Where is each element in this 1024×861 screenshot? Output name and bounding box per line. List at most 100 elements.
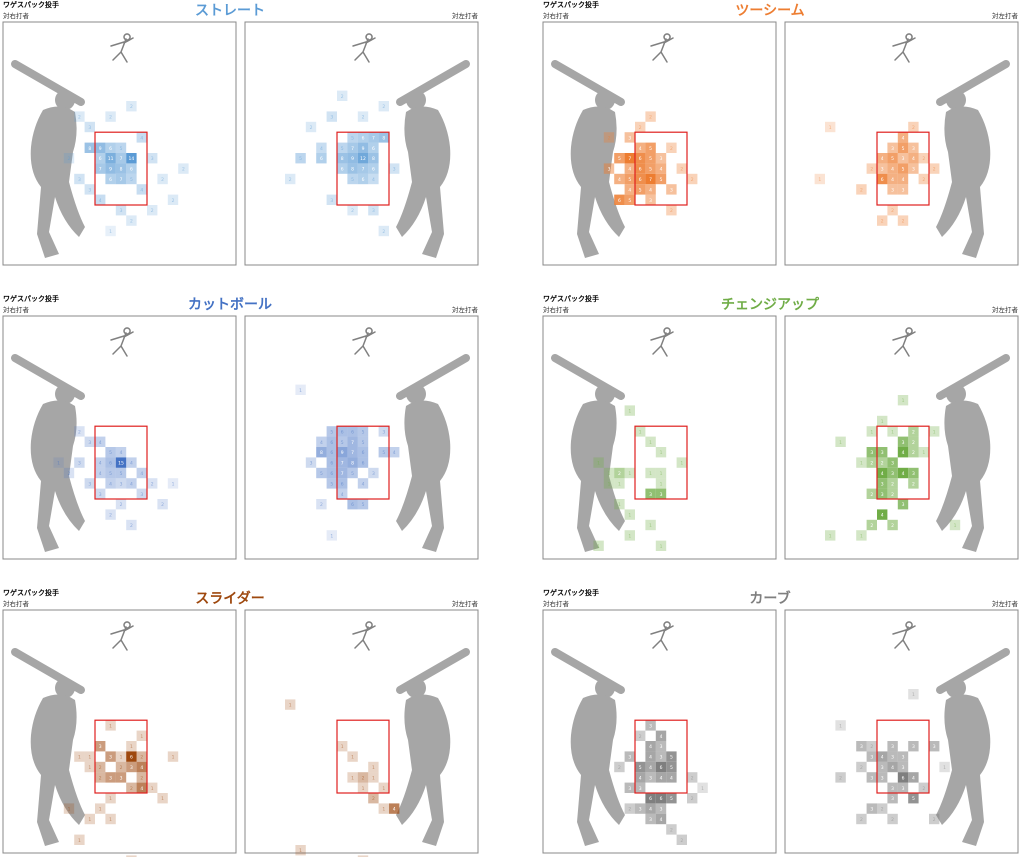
- heat-cell: [115, 173, 127, 185]
- cell-count: 6: [660, 765, 663, 771]
- side-label: 対右打者: [3, 599, 30, 608]
- heat-cell: [856, 184, 867, 195]
- heat-cell: [347, 499, 358, 510]
- cell-count: 6: [351, 502, 354, 508]
- heat-cell: [84, 436, 95, 447]
- heat-cell: [655, 153, 667, 164]
- cell-count: 6: [649, 796, 652, 802]
- body: [396, 106, 451, 258]
- heat-cell: [908, 436, 919, 447]
- side-label: 対右打者: [543, 599, 570, 608]
- heat-cell: [645, 467, 656, 479]
- heat-cell: [908, 163, 919, 174]
- cell-count: 6: [130, 167, 133, 173]
- heat-cell: [368, 173, 379, 185]
- heat-cell: [908, 121, 919, 133]
- cell-count: 1: [341, 744, 344, 750]
- panel-title: スライダー: [195, 590, 264, 607]
- cell-count: 4: [628, 167, 631, 173]
- cell-count: 5: [351, 135, 354, 141]
- cell-count: 4: [99, 198, 102, 204]
- heat-cell: [389, 447, 400, 458]
- cell-count: 1: [109, 723, 112, 729]
- cell-count: 4: [393, 807, 396, 813]
- heat-cell: [95, 153, 106, 164]
- heat-cell: [929, 813, 940, 825]
- heat-cell: [347, 426, 358, 437]
- cell-count: 1: [351, 755, 354, 761]
- cell-count: 6: [109, 146, 112, 152]
- heat-cell: [95, 488, 106, 499]
- cell-count: 8: [88, 146, 91, 152]
- cell-count: 5: [649, 156, 652, 162]
- cell-count: 5: [902, 167, 905, 173]
- heat-cell: [866, 772, 877, 783]
- heat-cell: [95, 194, 106, 205]
- heat-cell: [887, 751, 898, 762]
- heat-cell: [666, 761, 677, 773]
- heat-cell: [908, 447, 919, 458]
- cell-count: 3: [628, 755, 631, 761]
- cell-count: 3: [88, 481, 91, 487]
- pitcher-label: ワゲスパック投手: [3, 294, 59, 303]
- cell-count: 7: [649, 177, 652, 183]
- heat-cell: [887, 761, 898, 773]
- heat-cell: [74, 426, 85, 437]
- cell-count: 1: [151, 786, 154, 792]
- heat-cell: [877, 467, 888, 479]
- heat-cell: [136, 751, 147, 762]
- heat-cell: [897, 761, 909, 773]
- heat-cell: [635, 730, 646, 741]
- heat-cell: [645, 519, 656, 531]
- cell-count: 6: [341, 429, 344, 435]
- cell-count: 3: [912, 146, 915, 152]
- cell-count: 4: [891, 177, 894, 183]
- heat-cell: [866, 447, 877, 458]
- heat-cell: [105, 111, 116, 122]
- heat-cell: [167, 751, 179, 762]
- heat-cell: [887, 488, 898, 499]
- heat-cell: [877, 761, 888, 773]
- cell-count: 2: [680, 167, 683, 173]
- heat-cell: [866, 519, 877, 531]
- cell-count: 1: [382, 786, 385, 792]
- batter-silhouette: [936, 648, 1010, 846]
- pitcher-label: ワゲスパック投手: [543, 294, 599, 303]
- heat-cell: [593, 540, 604, 551]
- cell-count: 3: [608, 167, 611, 173]
- heat-cell: [645, 488, 656, 499]
- cell-count: 4: [649, 755, 652, 761]
- cell-count: 8: [320, 450, 323, 456]
- cell-count: 3: [902, 786, 905, 792]
- heat-cell: [115, 751, 127, 762]
- heat-cell: [897, 163, 909, 174]
- cell-count: 3: [870, 775, 873, 781]
- heat-cell: [347, 751, 358, 762]
- cell-count: 4: [628, 187, 631, 193]
- cell-count: 15: [118, 461, 124, 467]
- cell-count: 6: [330, 461, 333, 467]
- cell-count: 3: [881, 765, 884, 771]
- cell-count: 8: [351, 461, 354, 467]
- pitcher-icon: [352, 33, 376, 63]
- cell-count: 7: [351, 450, 354, 456]
- heat-cell: [115, 467, 127, 479]
- cell-count: 3: [870, 755, 873, 761]
- body: [30, 694, 85, 846]
- heat-cell: [624, 405, 635, 416]
- cell-count: 4: [670, 775, 673, 781]
- cell-count: 2: [130, 104, 133, 110]
- heat-cell: [897, 772, 909, 783]
- cell-count: 2: [120, 502, 123, 508]
- head: [595, 90, 615, 110]
- cell-count: 1: [839, 723, 842, 729]
- cell-count: 2: [680, 838, 683, 844]
- cell-count: 1: [120, 755, 123, 761]
- heat-cell: [877, 457, 888, 468]
- heat-cell: [126, 761, 137, 773]
- pitcher-icon: [352, 327, 376, 357]
- cell-count: 2: [891, 523, 894, 529]
- heat-cell: [918, 447, 929, 458]
- cell-count: 3: [912, 744, 915, 750]
- head: [55, 384, 75, 404]
